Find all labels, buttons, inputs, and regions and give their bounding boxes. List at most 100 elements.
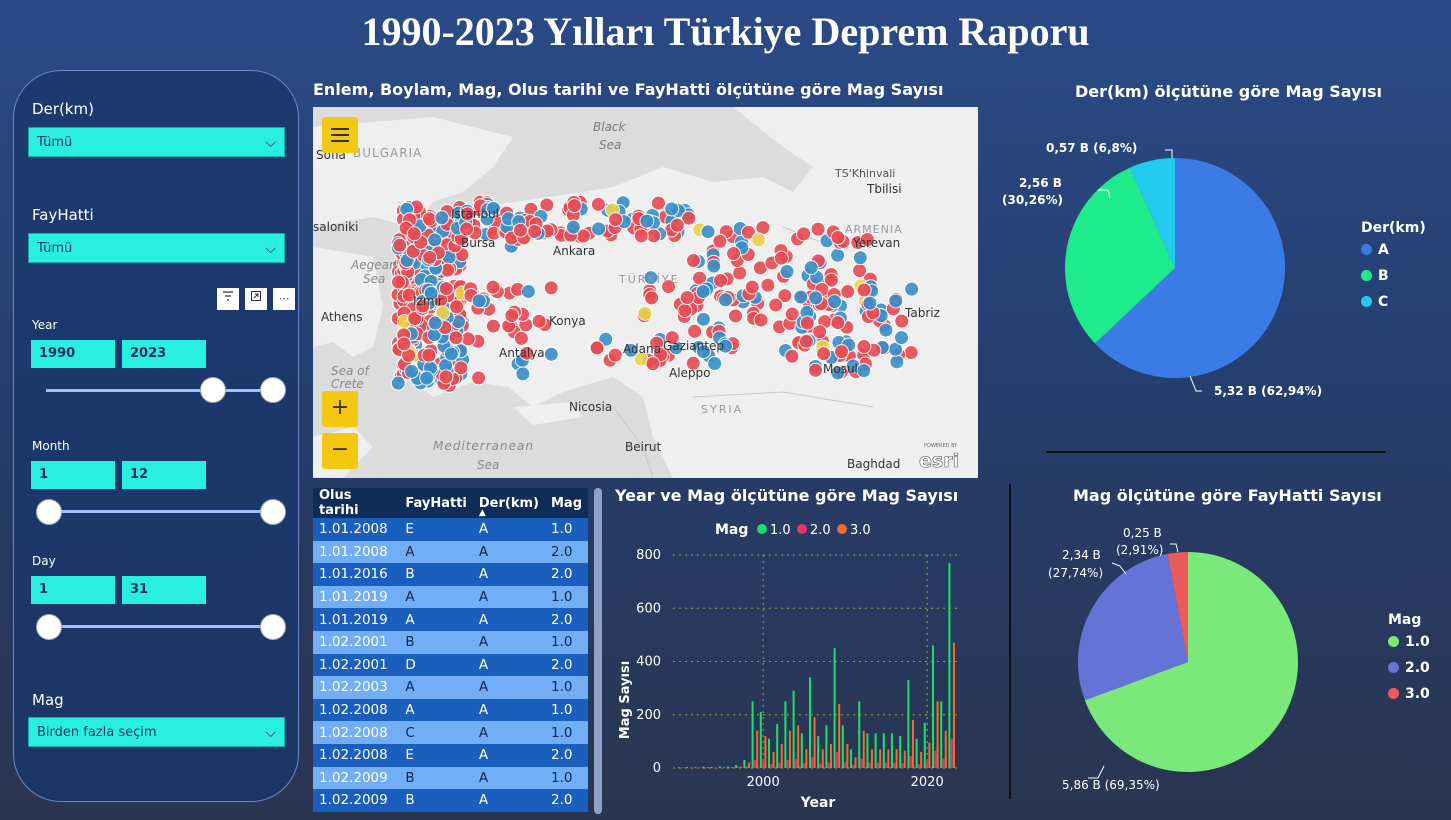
earthquake-point[interactable] <box>459 221 475 237</box>
bar-2.0-2023[interactable] <box>950 738 953 768</box>
earthquake-point[interactable] <box>810 221 826 237</box>
earthquake-point[interactable] <box>435 305 451 321</box>
earthquake-point[interactable] <box>712 233 728 249</box>
earthquake-point[interactable] <box>396 336 412 352</box>
earthquake-point[interactable] <box>768 297 784 313</box>
table-row[interactable]: 1.01.2008 E A 1.0 <box>313 518 588 541</box>
bar-3.0-2011[interactable] <box>854 757 857 768</box>
bar-1.0-1993[interactable] <box>702 766 705 768</box>
bar-3.0-2006[interactable] <box>813 717 816 768</box>
bar-chart[interactable]: Mag 1.0 2.0 3.0 Mag Sayısı Year 0 200 400 600… <box>605 510 1005 815</box>
bar-3.0-1993[interactable] <box>706 767 709 768</box>
bar-2.0-1991[interactable] <box>688 767 691 769</box>
data-table[interactable]: Olus tarihi FayHatti Der(km) ▲ Mag 1.01.… <box>313 488 588 814</box>
bar-1.0-2005[interactable] <box>800 733 803 768</box>
earthquake-point[interactable] <box>840 284 856 300</box>
bar-2.0-1999[interactable] <box>753 760 756 768</box>
bar-1.0-1995[interactable] <box>718 766 721 768</box>
bar-2.0-2002[interactable] <box>778 762 781 768</box>
bar-2.0-2005[interactable] <box>803 763 806 768</box>
earthquake-point[interactable] <box>798 333 814 349</box>
mag-pie-chart[interactable] <box>1072 546 1304 778</box>
bar-2.0-2010[interactable] <box>844 762 847 768</box>
earthquake-point[interactable] <box>726 246 742 262</box>
earthquake-point[interactable] <box>893 330 909 346</box>
earthquake-point[interactable] <box>744 279 760 295</box>
bar-1.0-1998[interactable] <box>743 760 746 768</box>
column-header-der-km[interactable]: Der(km) ▲ <box>472 488 545 518</box>
table-row[interactable]: 1.02.2001 B A 1.0 <box>313 630 588 654</box>
table-row[interactable]: 1.02.2009 B A 1.0 <box>313 766 588 790</box>
bar-2.0-1997[interactable] <box>737 767 740 768</box>
bar-3.0-2016[interactable] <box>895 749 898 768</box>
earthquake-point[interactable] <box>808 362 824 378</box>
month-to-input[interactable]: 12 <box>122 461 206 489</box>
earthquake-point[interactable] <box>751 232 767 248</box>
earthquake-point[interactable] <box>589 340 605 356</box>
pie-slice-3.0[interactable] <box>1167 552 1188 662</box>
earthquake-point[interactable] <box>661 279 677 295</box>
earthquake-point[interactable] <box>695 284 711 300</box>
bar-2.0-1994[interactable] <box>712 767 715 769</box>
bar-1.0-2017[interactable] <box>899 736 902 768</box>
month-from-input[interactable]: 1 <box>31 461 115 489</box>
bar-3.0-2008[interactable] <box>829 744 832 768</box>
earthquake-point[interactable] <box>415 298 431 314</box>
earthquake-point[interactable] <box>565 219 581 235</box>
bar-1.0-2001[interactable] <box>767 738 771 768</box>
bar-1.0-2023[interactable] <box>948 562 951 768</box>
earthquake-point[interactable] <box>543 346 559 362</box>
earthquake-point[interactable] <box>793 289 809 305</box>
earthquake-point[interactable] <box>485 200 501 216</box>
map-visual[interactable]: Black Sea BULGARIA Sofia TS'Khinvali Tbi… <box>313 107 978 478</box>
earthquake-point[interactable] <box>390 375 406 391</box>
bar-1.0-2003[interactable] <box>784 701 787 768</box>
table-row[interactable]: 1.01.2019 A A 1.0 <box>313 585 588 609</box>
earthquake-point[interactable] <box>706 258 722 274</box>
bar-2.0-2013[interactable] <box>868 762 871 768</box>
earthquake-point[interactable] <box>527 223 543 239</box>
bar-2.0-2018[interactable] <box>909 756 912 768</box>
earthquake-point[interactable] <box>827 294 843 310</box>
earthquake-point[interactable] <box>607 347 623 363</box>
pie-slice-2.0[interactable] <box>1078 553 1188 701</box>
fay-dropdown[interactable]: Tümü ⌵ <box>28 233 285 263</box>
earthquake-point[interactable] <box>633 228 649 244</box>
earthquake-point[interactable] <box>830 365 846 381</box>
earthquake-point[interactable] <box>799 315 815 331</box>
month-slider-end-handle[interactable] <box>260 499 286 525</box>
bar-2.0-2000[interactable] <box>762 761 765 768</box>
bar-3.0-1995[interactable] <box>723 767 726 768</box>
earthquake-point[interactable] <box>812 324 828 340</box>
der-pie-chart[interactable] <box>1060 150 1290 385</box>
der-legend-item[interactable]: B <box>1361 268 1389 284</box>
earthquake-point[interactable] <box>392 237 408 253</box>
bar-3.0-2009[interactable] <box>838 704 841 768</box>
bar-1.0-2002[interactable] <box>776 724 779 768</box>
bar-2.0-2003[interactable] <box>786 760 789 768</box>
bar-2.0-2011[interactable] <box>852 764 855 768</box>
bar-3.0-1990[interactable] <box>682 767 685 768</box>
bar-3.0-2019[interactable] <box>920 752 923 768</box>
bar-3.0-2017[interactable] <box>903 750 906 768</box>
bar-1.0-2018[interactable] <box>907 680 910 768</box>
pie-slice-A[interactable] <box>1095 158 1285 378</box>
earthquake-point[interactable] <box>889 354 905 370</box>
earthquake-point[interactable] <box>434 210 450 226</box>
bar-2.0-2007[interactable] <box>819 763 822 768</box>
bar-3.0-1992[interactable] <box>698 767 701 768</box>
earthquake-point[interactable] <box>856 282 872 298</box>
bar-2.0-2017[interactable] <box>901 763 904 768</box>
year-slider-start-handle[interactable] <box>200 377 226 403</box>
bar-1.0-2016[interactable] <box>890 733 894 768</box>
day-to-input[interactable]: 31 <box>122 576 206 604</box>
table-row[interactable]: 1.02.2001 D A 2.0 <box>313 653 588 677</box>
bar-2.0-2006[interactable] <box>811 757 814 768</box>
earthquake-point[interactable] <box>449 299 465 315</box>
earthquake-point[interactable] <box>485 279 501 295</box>
earthquake-point[interactable] <box>460 206 476 222</box>
earthquake-point[interactable] <box>543 280 559 296</box>
earthquake-point[interactable] <box>784 306 800 322</box>
earthquake-point[interactable] <box>707 356 723 372</box>
earthquake-point[interactable] <box>852 262 868 278</box>
